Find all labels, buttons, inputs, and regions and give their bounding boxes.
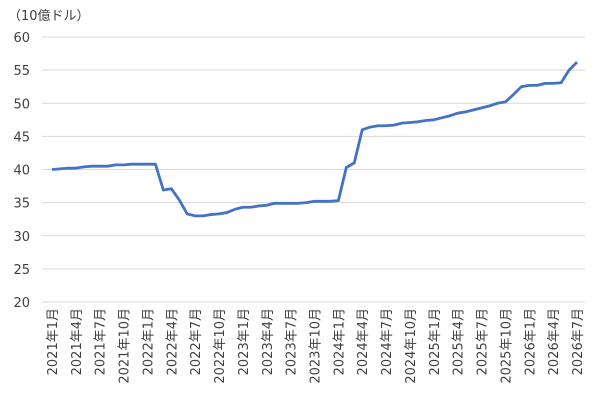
x-tick-label: 2025年7月 [476,308,491,375]
x-tick-label: 2023年4月 [261,308,276,375]
y-tick-label: 30 [13,230,30,245]
y-tick-label: 35 [13,197,30,212]
x-tick-label: 2023年1月 [237,308,252,375]
x-tick-label: 2022年4月 [165,308,180,375]
x-tick-label: 2021年10月 [118,308,133,384]
x-tick-label: 2021年4月 [70,308,85,375]
data-line [51,61,578,218]
x-tick-label: 2022年1月 [141,308,156,375]
x-tick-label: 2024年4月 [356,308,371,375]
x-tick-label: 2021年7月 [94,308,109,375]
y-axis-label: （10億ドル） [8,8,90,24]
x-tick-label: 2024年7月 [380,308,395,375]
x-tick-label: 2026年4月 [547,308,562,375]
x-tick-label: 2022年10月 [213,308,228,384]
y-tick-label: 25 [13,263,30,278]
x-tick-label: 2023年10月 [309,308,324,384]
y-tick-label: 50 [13,97,30,112]
x-tick-label: 2024年1月 [332,308,347,375]
y-tick-label: 55 [13,64,30,79]
x-tick-label: 2024年10月 [404,308,419,384]
x-tick-label: 2023年7月 [285,308,300,375]
x-tick-label: 2022年7月 [189,308,204,375]
y-tick-label: 60 [13,31,30,46]
x-tick-label: 2021年1月 [46,308,61,375]
x-tick-label: 2025年4月 [452,308,467,375]
x-tick-label: 2026年1月 [523,308,538,375]
y-tick-label: 20 [13,296,30,311]
y-tick-label: 40 [13,164,30,179]
x-tick-label: 2026年7月 [571,308,586,375]
y-tick-label: 45 [13,130,30,145]
x-tick-label: 2025年10月 [499,308,514,384]
x-tick-label: 2025年1月 [428,308,443,375]
